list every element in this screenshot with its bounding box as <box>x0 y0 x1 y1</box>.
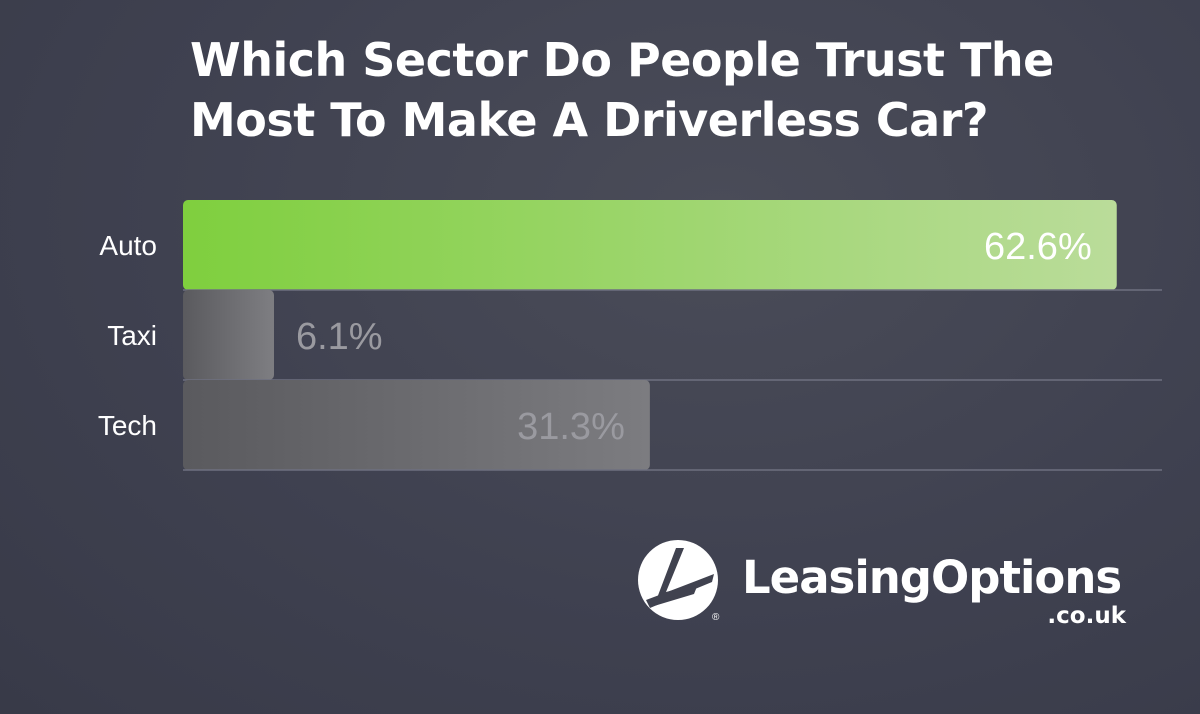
value-label-auto: 62.6% <box>984 226 1092 268</box>
logo-name: LeasingOptions <box>742 551 1122 604</box>
registered-mark: ® <box>712 612 720 623</box>
value-label-taxi: 6.1% <box>296 316 383 358</box>
logo-domain: .co.uk <box>1047 603 1126 629</box>
bar-auto <box>183 200 1117 290</box>
category-label-tech: Tech <box>98 410 157 441</box>
leasing-options-logo: ® LeasingOptions .co.uk <box>636 538 1136 638</box>
bar-taxi <box>183 290 274 380</box>
value-label-tech: 31.3% <box>517 406 625 448</box>
chart-title: Which Sector Do People Trust The Most To… <box>190 33 1054 147</box>
category-label-auto: Auto <box>99 230 157 261</box>
bar-tech <box>183 380 650 470</box>
category-label-taxi: Taxi <box>107 320 157 351</box>
leasing-options-logo-icon <box>638 540 718 620</box>
